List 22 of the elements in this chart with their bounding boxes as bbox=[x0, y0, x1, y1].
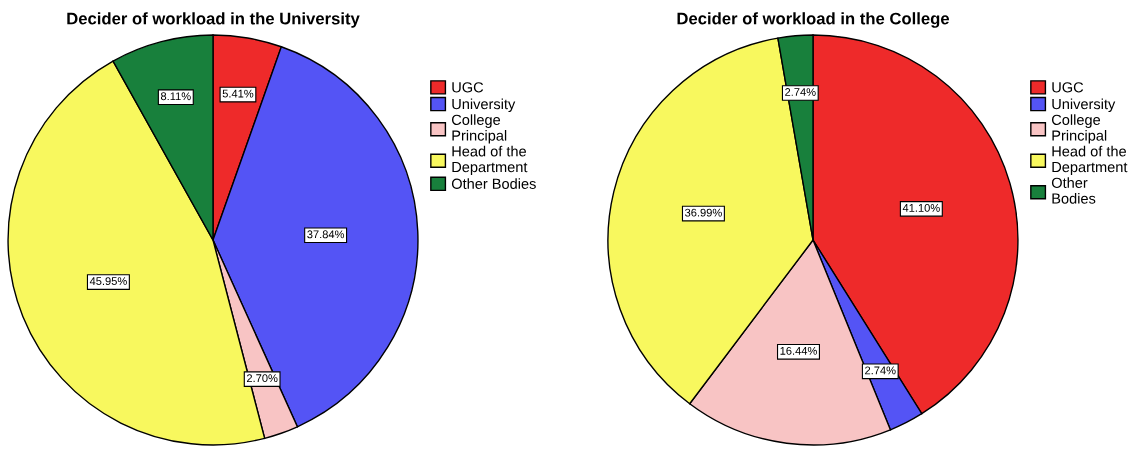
data-label: 36.99% bbox=[685, 208, 722, 217]
data-label: 2.74% bbox=[785, 88, 816, 96]
data-label: 41.10% bbox=[902, 203, 940, 212]
data-label: 5.41% bbox=[222, 89, 254, 98]
chart-title: Decider of workload in the College bbox=[677, 12, 950, 28]
legend-label: College Principal bbox=[1051, 114, 1107, 144]
data-label: 45.95% bbox=[89, 277, 127, 286]
legend-label: UGC bbox=[452, 82, 484, 93]
legend-label: Other Bodies bbox=[1051, 177, 1096, 204]
data-label: 8.11% bbox=[160, 92, 191, 101]
data-label: 37.84% bbox=[307, 230, 345, 239]
legend-label: University bbox=[1052, 98, 1116, 113]
legend-label: Other Bodies bbox=[451, 178, 536, 189]
legend-label: University bbox=[452, 98, 516, 113]
chart-title: Decider of workload in the University bbox=[67, 12, 360, 28]
data-label: 2.74% bbox=[865, 366, 896, 375]
legend-label: Head of the Department bbox=[452, 145, 528, 176]
legend-label: UGC bbox=[1052, 82, 1084, 93]
legend-label: Head of the Department bbox=[1052, 145, 1128, 176]
legend-label: College Principal bbox=[451, 114, 507, 144]
data-label: 16.44% bbox=[780, 346, 817, 355]
data-label: 2.70% bbox=[246, 374, 278, 383]
